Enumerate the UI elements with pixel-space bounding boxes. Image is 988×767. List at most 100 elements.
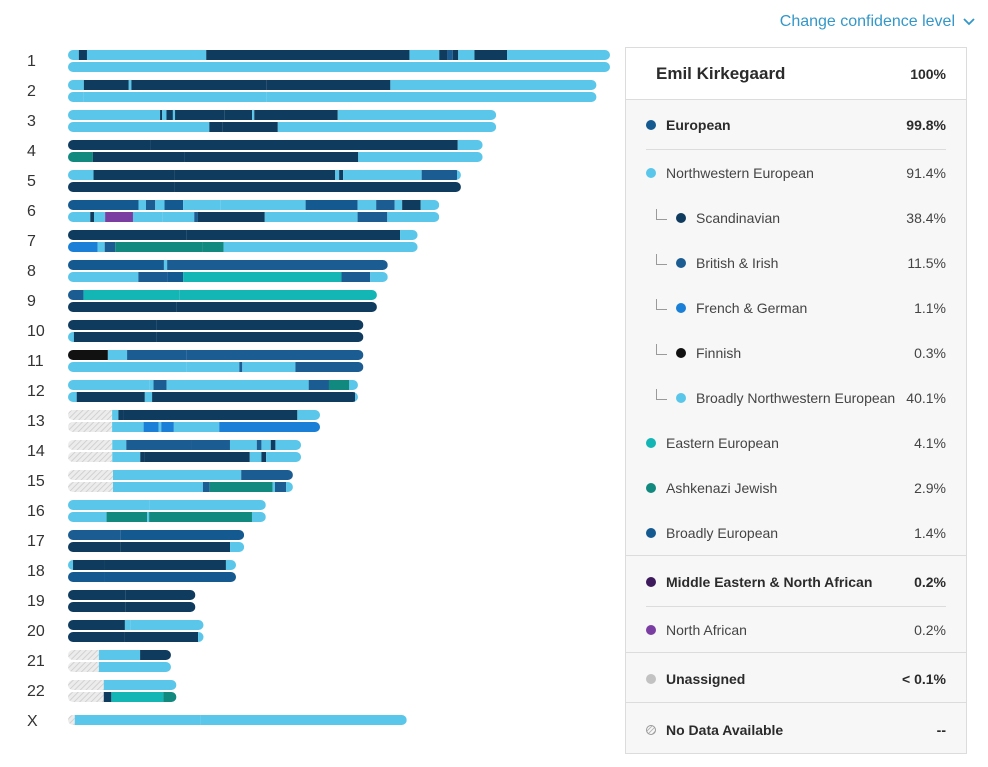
ancestry-segment bbox=[420, 200, 440, 210]
chromosome-copy[interactable] bbox=[68, 242, 418, 252]
ancestry-segment bbox=[400, 230, 418, 240]
composition-value: 1.1% bbox=[914, 300, 946, 316]
chromosome-copy[interactable] bbox=[68, 152, 483, 162]
composition-row[interactable]: Scandinavian 38.4% bbox=[646, 207, 946, 229]
composition-row[interactable]: European 99.8% bbox=[646, 114, 946, 136]
chromosome-copy[interactable] bbox=[68, 200, 440, 210]
chromosome-copy[interactable] bbox=[68, 80, 597, 90]
ancestry-segment bbox=[175, 110, 225, 120]
ancestry-segment bbox=[256, 440, 262, 450]
ancestry-segment bbox=[216, 200, 221, 210]
chromosome-copy[interactable] bbox=[68, 362, 364, 372]
chromosome-copy[interactable] bbox=[68, 530, 245, 540]
chromosome-copy[interactable] bbox=[68, 680, 177, 690]
composition-row[interactable]: Unassigned < 0.1% bbox=[646, 668, 946, 690]
chromosome-copy[interactable] bbox=[68, 590, 196, 600]
ancestry-segment bbox=[264, 212, 358, 222]
ancestry-segment bbox=[68, 92, 84, 102]
chromosome-copy[interactable] bbox=[68, 182, 461, 192]
chromosome-copy[interactable] bbox=[68, 560, 237, 570]
chromosome-copy[interactable] bbox=[68, 692, 177, 702]
chromosome-copy[interactable] bbox=[68, 110, 497, 120]
ancestry-segment bbox=[68, 170, 94, 180]
composition-row[interactable]: Broadly Northwestern European 40.1% bbox=[646, 387, 946, 409]
composition-row[interactable]: North African 0.2% bbox=[646, 619, 946, 641]
chromosome-copy[interactable] bbox=[68, 542, 245, 552]
chromosome-label: 18 bbox=[27, 563, 45, 580]
composition-label: British & Irish bbox=[696, 255, 779, 271]
chromosome-label: 11 bbox=[27, 353, 44, 370]
composition-row[interactable]: Finnish 0.3% bbox=[646, 342, 946, 364]
chromosome-copy[interactable] bbox=[68, 320, 364, 330]
composition-row[interactable]: Eastern European 4.1% bbox=[646, 432, 946, 454]
chromosome-copy[interactable] bbox=[68, 650, 171, 660]
chromosome-copy[interactable] bbox=[68, 392, 358, 402]
ancestry-segment bbox=[68, 200, 139, 210]
chromosome-copy[interactable] bbox=[68, 470, 293, 480]
color-dot-icon bbox=[646, 625, 656, 635]
composition-row[interactable]: No Data Available -- bbox=[646, 719, 946, 741]
chromosome-copy[interactable] bbox=[68, 500, 266, 510]
chromosome-copy[interactable] bbox=[68, 440, 302, 450]
chromosome-copy[interactable] bbox=[68, 452, 302, 462]
chromosome-copy[interactable] bbox=[68, 715, 407, 725]
divider bbox=[646, 606, 946, 607]
ancestry-segment bbox=[183, 272, 342, 282]
chromosome-copy[interactable] bbox=[68, 290, 377, 300]
composition-row[interactable]: Broadly European 1.4% bbox=[646, 522, 946, 544]
chromosome-copy[interactable] bbox=[68, 512, 266, 522]
ancestry-segment bbox=[92, 152, 185, 162]
chromosome-label: 12 bbox=[27, 383, 45, 400]
composition-label: Eastern European bbox=[666, 435, 779, 451]
ancestry-segment bbox=[97, 242, 105, 252]
chromosome-copy[interactable] bbox=[68, 272, 388, 282]
composition-value: 0.2% bbox=[914, 574, 946, 590]
chromosome-copy[interactable] bbox=[68, 140, 483, 150]
chromosome-copy[interactable] bbox=[68, 260, 388, 270]
chromosome-copy[interactable] bbox=[68, 662, 171, 672]
change-confidence-link[interactable]: Change confidence level bbox=[760, 10, 975, 34]
chromosome-copy[interactable] bbox=[68, 230, 418, 240]
ancestry-segment bbox=[173, 422, 220, 432]
composition-row[interactable]: Ashkenazi Jewish 2.9% bbox=[646, 477, 946, 499]
ancestry-segment bbox=[184, 152, 359, 162]
ancestry-segment bbox=[186, 230, 401, 240]
chromosome-copy[interactable] bbox=[68, 410, 321, 420]
chromosome-copy[interactable] bbox=[68, 212, 440, 222]
ancestry-segment bbox=[103, 680, 177, 690]
ancestry-segment bbox=[337, 110, 497, 120]
ancestry-segment bbox=[275, 440, 302, 450]
ancestry-segment bbox=[176, 302, 377, 312]
chromosome-copy[interactable] bbox=[68, 62, 610, 72]
chromosome-copy[interactable] bbox=[68, 122, 497, 132]
chromosome-copy[interactable] bbox=[68, 350, 364, 360]
chromosome-copy[interactable] bbox=[68, 302, 377, 312]
ancestry-segment bbox=[186, 350, 364, 360]
chromosome-copy[interactable] bbox=[68, 632, 204, 642]
composition-row[interactable]: British & Irish 11.5% bbox=[646, 252, 946, 274]
ancestry-segment bbox=[132, 212, 163, 222]
ancestry-segment bbox=[74, 715, 201, 725]
chromosome-copy[interactable] bbox=[68, 422, 321, 432]
composition-label: Ashkenazi Jewish bbox=[666, 480, 778, 496]
chromosome-copy[interactable] bbox=[68, 602, 196, 612]
ancestry-segment bbox=[68, 212, 91, 222]
chromosome-copy[interactable] bbox=[68, 332, 364, 342]
ancestry-segment bbox=[266, 92, 597, 102]
chromosome-copy[interactable] bbox=[68, 92, 597, 102]
composition-row[interactable]: French & German 1.1% bbox=[646, 297, 946, 319]
composition-row[interactable]: Middle Eastern & North African 0.2% bbox=[646, 571, 946, 593]
chromosome-copy[interactable] bbox=[68, 482, 293, 492]
composition-row[interactable]: Northwestern European 91.4% bbox=[646, 162, 946, 184]
chromosome-copy[interactable] bbox=[68, 380, 358, 390]
change-confidence-label: Change confidence level bbox=[779, 13, 955, 30]
chromosome-copy[interactable] bbox=[68, 50, 610, 60]
ancestry-segment bbox=[249, 452, 262, 462]
color-dot-icon bbox=[676, 303, 686, 313]
chromosome-copy[interactable] bbox=[68, 620, 204, 630]
chromosome-copy[interactable] bbox=[68, 170, 461, 180]
chromosome-copy[interactable] bbox=[68, 572, 237, 582]
ancestry-segment bbox=[409, 50, 440, 60]
color-dot-icon bbox=[646, 120, 656, 130]
